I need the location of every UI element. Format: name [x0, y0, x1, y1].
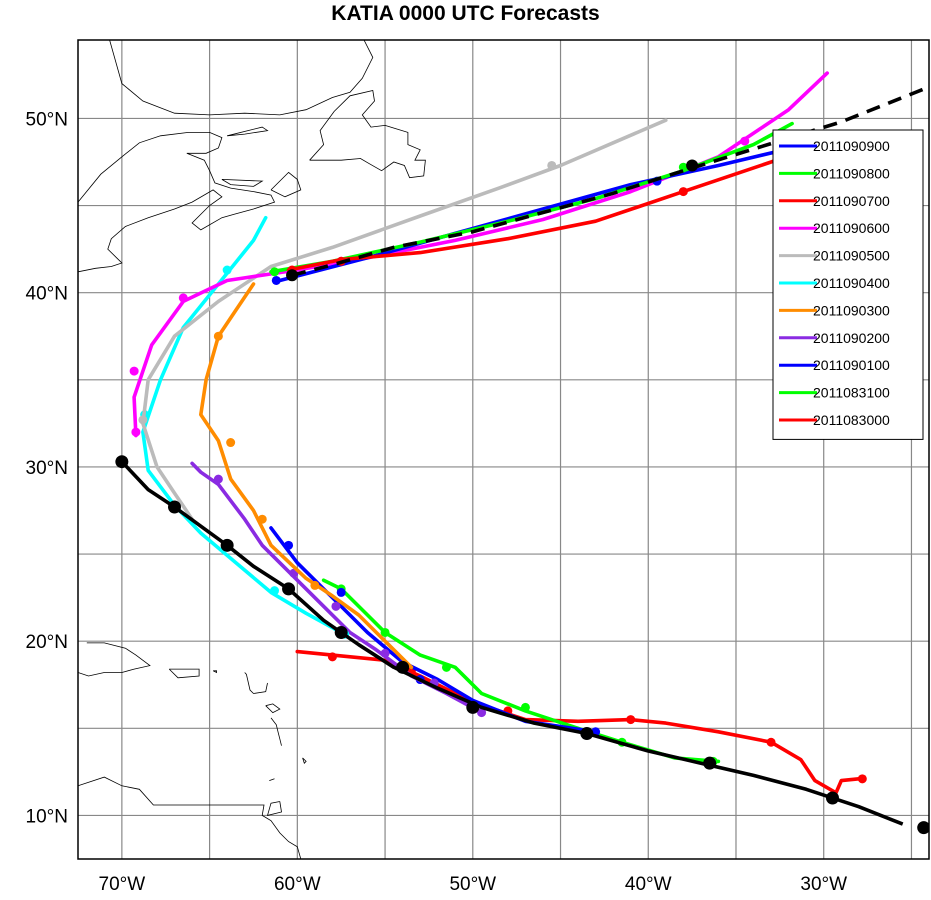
- forecast-track-line: [286, 151, 794, 272]
- forecast-track-point: [310, 580, 320, 590]
- coastline: [270, 717, 282, 746]
- forecast-track-point: [857, 774, 867, 784]
- forecast-track-point: [626, 715, 636, 725]
- coastline: [227, 126, 269, 137]
- lat-tick-label: 20°N: [26, 632, 68, 653]
- forecast-track-line: [199, 282, 414, 670]
- forecast-track-line: [269, 526, 598, 734]
- legend-box: [772, 129, 924, 440]
- best-track-point: [168, 500, 182, 514]
- forecast-track-point: [678, 187, 688, 197]
- coastline: [78, 642, 151, 677]
- coastline: [265, 703, 281, 714]
- forecast-track-line: [132, 71, 830, 438]
- coastline: [269, 778, 275, 781]
- forecast-track-point: [520, 702, 530, 712]
- legend-label: 2011090900: [813, 138, 890, 154]
- forecast-track-point: [477, 708, 487, 718]
- forecast-tracks: [129, 71, 867, 795]
- coastline: [302, 757, 307, 764]
- forecast-track-point: [226, 438, 236, 448]
- forecast-track-point: [740, 136, 750, 146]
- best-track-point: [115, 455, 129, 469]
- forecast-track-point: [270, 267, 280, 277]
- forecast-track-point: [441, 662, 451, 672]
- legend-label: 2011083000: [813, 412, 890, 428]
- coastline: [78, 776, 302, 859]
- forecast-track-point: [380, 648, 390, 658]
- forecast-track-point: [213, 331, 223, 341]
- forecast-track-point: [178, 293, 188, 303]
- lon-tick-label: 30°W: [800, 874, 847, 895]
- axis-tick-labels: 70°W 60°W 50°W 40°W 30°W 10°N 20°N 30°N 40°N 50°N: [26, 109, 848, 895]
- best-track-point: [396, 660, 410, 674]
- legend-label: 2011090500: [813, 248, 890, 264]
- forecast-track-point: [138, 415, 148, 425]
- legend-label: 2011090300: [813, 302, 890, 318]
- lon-tick-label: 50°W: [449, 874, 496, 895]
- lat-tick-label: 50°N: [26, 109, 68, 130]
- forecast-track-point: [380, 627, 390, 637]
- forecast-track-point: [547, 160, 557, 170]
- coastline: [78, 131, 276, 273]
- legend-label: 2011090600: [813, 220, 890, 236]
- forecast-track-point: [213, 474, 223, 484]
- forecast-track-point: [678, 162, 688, 172]
- legend-label: 2011083100: [813, 385, 890, 401]
- coastline: [270, 171, 302, 198]
- legend-label: 2011090800: [813, 165, 890, 181]
- lon-tick-label: 70°W: [99, 874, 146, 895]
- best-track-point: [917, 821, 929, 835]
- lon-tick-label: 60°W: [274, 874, 321, 895]
- map-frame: [77, 39, 930, 860]
- best-track-point: [580, 727, 594, 741]
- best-track-point: [825, 791, 839, 805]
- coastline: [244, 672, 268, 694]
- coastline: [212, 670, 218, 674]
- forecast-track-point: [257, 514, 267, 524]
- official-forecast-point: [686, 159, 699, 172]
- forecast-track-point: [336, 587, 346, 597]
- legend-label: 2011090400: [813, 275, 890, 291]
- coastline: [109, 40, 374, 116]
- best-track-point: [703, 756, 717, 770]
- coastline: [266, 801, 282, 816]
- lat-tick-label: 30°N: [26, 458, 68, 479]
- legend-label: 2011090200: [813, 330, 890, 346]
- lat-tick-label: 40°N: [26, 284, 68, 305]
- legend: 2011090900 2011090800 2011090700 2011090600…: [772, 129, 924, 440]
- forecast-track-point: [129, 366, 139, 376]
- coastline: [168, 668, 200, 679]
- forecast-track-line: [295, 649, 861, 795]
- map-title: KATIA 0000 UTC Forecasts: [331, 2, 600, 25]
- lon-tick-label: 40°W: [625, 874, 672, 895]
- forecast-track-point: [222, 265, 232, 275]
- forecast-track-point: [270, 586, 280, 596]
- official-forecast-point: [286, 269, 299, 282]
- forecast-track-line: [321, 578, 721, 764]
- coastlines: [78, 40, 437, 859]
- best-track-point: [466, 700, 480, 714]
- best-track-point: [220, 538, 234, 552]
- best-track-point: [282, 582, 296, 596]
- forecast-track-point: [766, 737, 776, 747]
- legend-label: 2011090700: [813, 193, 890, 209]
- forecast-track-point: [284, 540, 294, 550]
- legend-label: 2011090100: [813, 357, 890, 373]
- forecast-track-point: [327, 652, 337, 662]
- best-track-line: [120, 460, 904, 826]
- forecast-track-point: [331, 601, 341, 611]
- forecast-track-point: [131, 427, 141, 437]
- coastline: [309, 90, 426, 179]
- lat-tick-label: 10°N: [26, 806, 68, 827]
- forecast-track-line: [269, 121, 794, 274]
- forecast-track-line: [141, 118, 668, 522]
- coastline: [221, 179, 264, 187]
- best-track-point: [334, 625, 348, 639]
- forecast-track-point: [271, 275, 281, 285]
